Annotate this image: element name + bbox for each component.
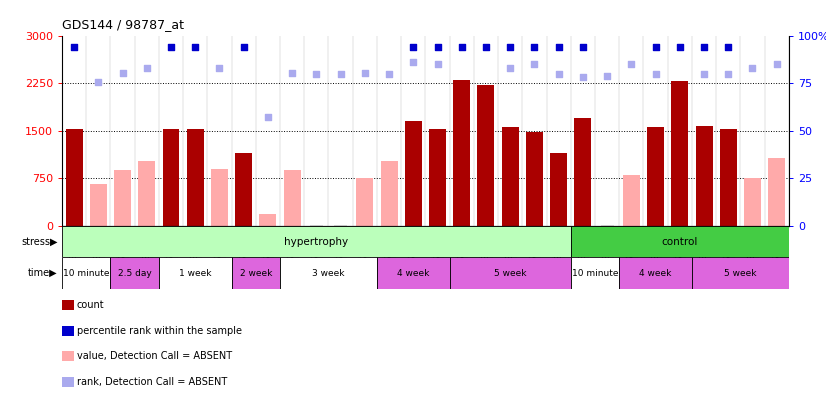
Point [722,71,735,78]
Point [261,114,274,120]
Point [697,71,710,78]
Bar [429,129,446,226]
Point [406,44,420,50]
Point [382,71,396,78]
Point [649,44,662,50]
Text: 2.5 day: 2.5 day [118,269,151,278]
Point [310,71,323,78]
Point [213,65,226,71]
Text: 5 week: 5 week [724,269,757,278]
Point [528,44,541,50]
Bar [138,161,155,226]
Bar [623,175,640,226]
Bar [672,81,688,226]
Point [504,44,517,50]
Bar [62,226,571,257]
Text: rank, Detection Call = ABSENT: rank, Detection Call = ABSENT [77,377,227,387]
Point [68,44,81,50]
Point [746,65,759,71]
Bar [620,257,692,289]
Point [577,74,590,80]
Text: 10 minute: 10 minute [63,269,109,278]
Bar [526,132,543,226]
Bar [692,257,789,289]
Bar [159,257,231,289]
Bar [405,121,422,226]
Bar [647,127,664,226]
Text: hypertrophy: hypertrophy [284,236,349,247]
Bar [695,126,713,226]
Point [624,61,638,67]
Point [116,70,129,76]
Bar [477,85,495,226]
Bar [114,170,131,226]
Bar [187,129,204,226]
Point [188,44,202,50]
Point [92,79,105,85]
Text: 10 minute: 10 minute [572,269,618,278]
Text: percentile rank within the sample: percentile rank within the sample [77,326,242,336]
Bar [211,169,228,226]
Bar [283,170,301,226]
Bar [163,129,179,226]
Bar [768,158,786,226]
Bar [381,161,397,226]
Text: 4 week: 4 week [397,269,430,278]
Point [455,44,468,50]
Bar [571,226,789,257]
Point [334,71,347,78]
Text: value, Detection Call = ABSENT: value, Detection Call = ABSENT [77,351,232,362]
Bar [280,257,377,289]
Bar [356,178,373,226]
Text: GDS144 / 98787_at: GDS144 / 98787_at [62,18,184,30]
Bar [574,118,591,226]
Bar [719,129,737,226]
Point [504,65,517,71]
Point [431,44,444,50]
Bar [62,257,111,289]
Point [770,61,783,67]
Bar [377,257,449,289]
Point [649,71,662,78]
Point [358,70,372,76]
Bar [65,129,83,226]
Point [237,44,250,50]
Point [286,70,299,76]
Bar [90,184,107,226]
Point [697,44,710,50]
Text: time▶: time▶ [28,268,58,278]
Text: 1 week: 1 week [179,269,211,278]
Text: 5 week: 5 week [494,269,526,278]
Bar [550,153,567,226]
Text: stress▶: stress▶ [21,236,58,247]
Point [164,44,178,50]
Point [601,73,614,79]
Bar [453,80,470,226]
Bar [744,178,761,226]
Point [673,44,686,50]
Bar [449,257,571,289]
Text: 4 week: 4 week [639,269,672,278]
Point [528,61,541,67]
Text: control: control [662,236,698,247]
Point [140,65,154,71]
Point [577,44,590,50]
Point [552,44,565,50]
Bar [259,214,277,226]
Bar [235,153,252,226]
Point [431,61,444,67]
Point [406,59,420,65]
Point [552,71,565,78]
Bar [111,257,159,289]
Bar [501,127,519,226]
Bar [571,257,620,289]
Text: 2 week: 2 week [240,269,272,278]
Text: 3 week: 3 week [312,269,344,278]
Bar [231,257,280,289]
Text: count: count [77,300,104,310]
Point [479,44,492,50]
Point [722,44,735,50]
